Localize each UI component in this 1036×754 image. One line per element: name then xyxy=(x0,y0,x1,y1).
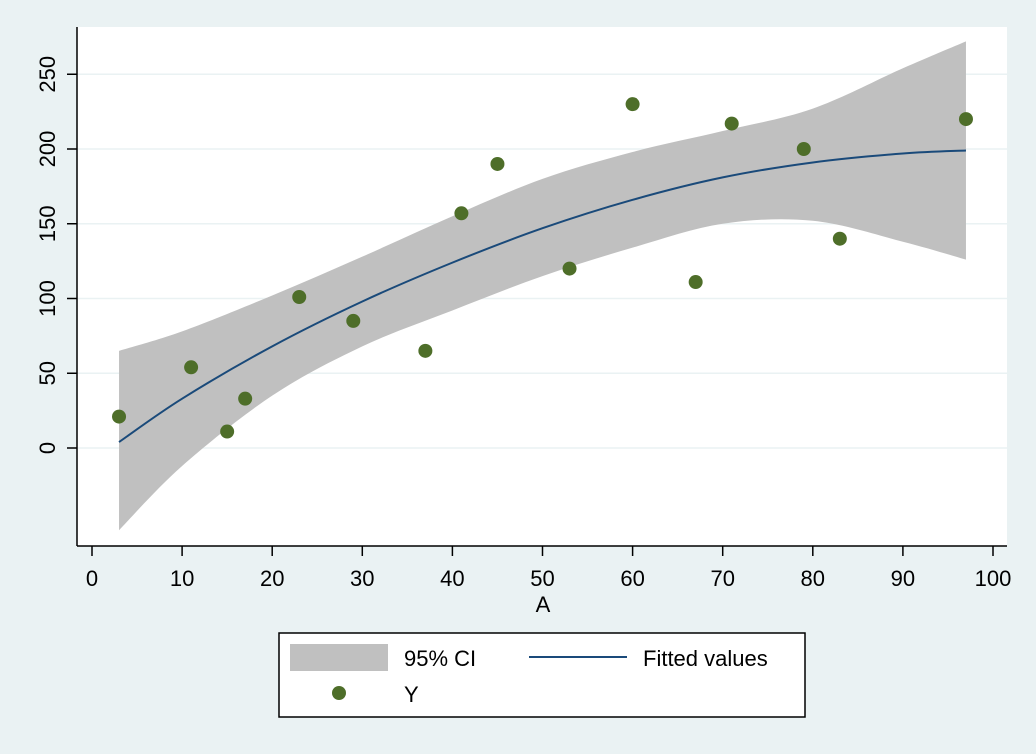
x-tick-label: 60 xyxy=(620,566,644,591)
y-tick-label: 0 xyxy=(35,442,60,454)
data-point xyxy=(958,112,973,127)
legend: 95% CI Fitted values Y xyxy=(278,632,806,718)
data-point xyxy=(238,391,253,406)
x-tick-label: 70 xyxy=(710,566,734,591)
y-tick-label: 250 xyxy=(35,56,60,93)
data-point xyxy=(184,360,199,375)
x-tick-label: 80 xyxy=(801,566,825,591)
x-tick-label: 20 xyxy=(260,566,284,591)
legend-ci-label: 95% CI xyxy=(404,646,476,671)
x-tick-label: 90 xyxy=(891,566,915,591)
data-point xyxy=(724,116,739,131)
ci-band xyxy=(119,41,966,531)
y-tick-label: 200 xyxy=(35,131,60,168)
data-point xyxy=(346,313,361,328)
x-tick-label: 40 xyxy=(440,566,464,591)
data-point xyxy=(832,231,847,246)
x-tick-label: 0 xyxy=(86,566,98,591)
legend-point-swatch xyxy=(332,686,346,700)
data-point xyxy=(688,275,703,290)
data-point xyxy=(562,261,577,276)
x-tick-label: 50 xyxy=(530,566,554,591)
scatter-points xyxy=(112,97,973,439)
y-tick-label: 150 xyxy=(35,205,60,242)
data-point xyxy=(490,156,505,171)
fitted-line xyxy=(118,149,967,443)
x-axis-title: A xyxy=(536,592,551,617)
y-tick-label: 100 xyxy=(35,280,60,317)
data-point xyxy=(454,206,469,221)
data-point xyxy=(418,343,433,358)
x-ticks: 0 10 20 30 40 50 60 70 80 90 100 xyxy=(86,546,1011,591)
x-tick-label: 10 xyxy=(170,566,194,591)
x-tick-label: 30 xyxy=(350,566,374,591)
data-point xyxy=(796,142,811,156)
data-point xyxy=(292,290,307,305)
y-tick-label: 50 xyxy=(35,361,60,385)
legend-point-label: Y xyxy=(404,682,419,707)
data-point xyxy=(220,424,235,439)
y-ticks: 0 50 100 150 200 250 xyxy=(35,56,77,454)
x-tick-label: 100 xyxy=(975,566,1012,591)
data-point xyxy=(112,409,127,424)
data-point xyxy=(625,97,640,112)
legend-fit-label: Fitted values xyxy=(643,646,768,671)
legend-ci-swatch xyxy=(290,644,388,671)
